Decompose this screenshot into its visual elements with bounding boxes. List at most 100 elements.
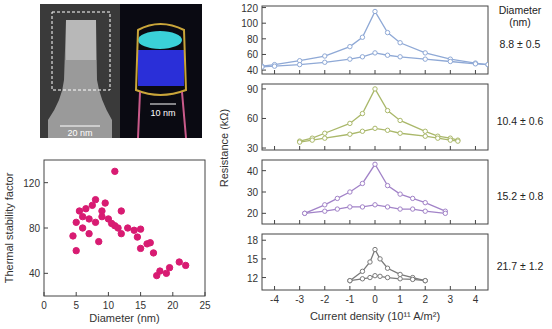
data-point <box>378 274 382 278</box>
data <box>297 87 460 145</box>
y-tick-label: 80 <box>247 34 259 45</box>
data-point <box>348 132 352 136</box>
y-tick <box>44 273 48 274</box>
data-point <box>398 55 402 59</box>
x-tick <box>450 70 451 74</box>
data-point <box>112 168 118 174</box>
y-tick-label: 100 <box>241 18 258 29</box>
series-line <box>305 164 446 213</box>
data-point <box>385 128 389 132</box>
data-point <box>166 264 172 270</box>
x-tick <box>349 146 350 150</box>
dashed-box <box>52 12 110 90</box>
x-tick <box>375 146 376 150</box>
data-point <box>102 200 108 206</box>
data-point <box>385 275 389 279</box>
x-tick <box>450 220 451 224</box>
data-point <box>86 230 92 236</box>
y-tick-label: 18 <box>247 235 259 246</box>
y-tick <box>262 277 266 278</box>
data-point <box>73 219 79 225</box>
data-point <box>348 278 352 282</box>
data-point <box>70 233 76 239</box>
plot-frame <box>262 234 488 290</box>
y-tick <box>262 258 266 259</box>
x-tick-label: 5 <box>73 300 79 311</box>
x-tick <box>324 146 325 150</box>
data-point <box>157 268 163 274</box>
data-point <box>486 62 488 66</box>
x-tick <box>274 286 275 290</box>
data-point <box>262 65 264 69</box>
x-tick-label: 3 <box>448 294 454 305</box>
data-point <box>176 259 182 265</box>
data-point <box>118 230 124 236</box>
heading-line: Diameter <box>499 4 542 16</box>
images: 20 nm10 nm <box>40 4 202 138</box>
y-tick-label: 60 <box>247 113 259 124</box>
x-tick <box>400 70 401 74</box>
y-axis-title: Resistance (kΩ) <box>218 109 230 188</box>
data-point <box>310 138 314 142</box>
eds-rim <box>136 24 186 95</box>
x-tick <box>349 220 350 224</box>
x-tick <box>324 286 325 290</box>
data-point <box>373 126 377 130</box>
y-tick <box>262 88 266 89</box>
y-tick-label: 20 <box>247 208 259 219</box>
x-tick <box>274 70 275 74</box>
x-tick-label: 1 <box>397 294 403 305</box>
eds-image <box>120 4 202 138</box>
x-tick <box>44 292 45 296</box>
data-point <box>423 278 427 282</box>
data-point <box>385 266 389 270</box>
data-point <box>137 226 143 232</box>
data-point <box>448 138 452 142</box>
data-point <box>360 129 364 133</box>
x-tick <box>324 70 325 74</box>
heading-line: (nm) <box>509 16 531 28</box>
data-point <box>373 51 377 55</box>
data-point <box>373 87 377 91</box>
y-tick-label: 30 <box>247 187 259 198</box>
y-tick-label: 40 <box>247 65 259 76</box>
data-point <box>423 209 427 213</box>
data-point <box>125 225 131 231</box>
diameter-label: 21.7 ± 1.2 <box>497 260 544 272</box>
y-tick <box>44 182 48 183</box>
figure: 20 nm10 nm40801200510152025Diameter (nm)… <box>0 0 552 329</box>
plot-frame <box>262 84 488 150</box>
panel: 4060801001208.8 ± 0.5 <box>241 3 540 77</box>
x-tick-label: 0 <box>372 294 378 305</box>
y-tick <box>262 23 266 24</box>
x-tick <box>400 286 401 290</box>
data-point <box>323 203 327 207</box>
data-point <box>373 162 377 166</box>
scale-bar-label: 20 nm <box>67 128 92 138</box>
data-point <box>360 111 364 115</box>
y-tick-label: 12 <box>247 273 259 284</box>
data-point <box>348 57 352 61</box>
data-point <box>448 59 452 63</box>
y-axis-title: Thermal stability factor <box>3 172 15 283</box>
data-point <box>96 238 102 244</box>
x-tick <box>475 220 476 224</box>
data-point <box>486 62 488 66</box>
data-point <box>423 57 427 61</box>
eds-rim <box>138 92 186 138</box>
x-tick <box>475 286 476 290</box>
data-point <box>92 219 98 225</box>
data-point <box>385 30 389 34</box>
y-tick <box>262 118 266 119</box>
diameter-label: 8.8 ± 0.5 <box>500 38 541 50</box>
x-tick-label: -3 <box>295 294 304 305</box>
eds-layer <box>138 31 182 49</box>
x-tick <box>375 220 376 224</box>
data-point <box>456 138 460 142</box>
data-point <box>182 262 188 268</box>
scale-bar <box>60 126 100 127</box>
data <box>302 162 447 215</box>
data-point <box>297 62 301 66</box>
data-point <box>92 196 98 202</box>
data-point <box>385 108 389 112</box>
